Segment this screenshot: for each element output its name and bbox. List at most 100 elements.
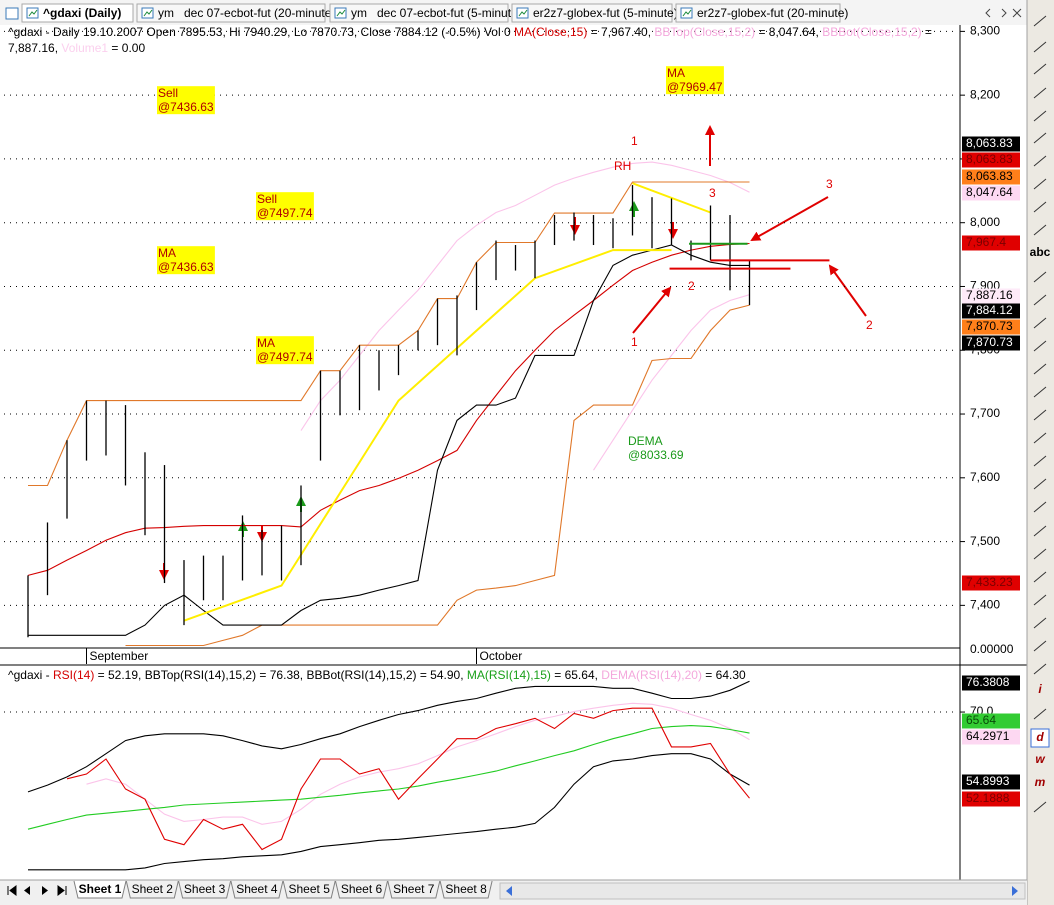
toolbar-icon[interactable] [1033, 548, 1047, 560]
sheet-tab-label[interactable]: Sheet 4 [236, 882, 278, 896]
tab-frame[interactable] [511, 3, 673, 23]
toolbar-icon[interactable] [1033, 294, 1047, 306]
tab-frame[interactable] [675, 3, 841, 23]
toolbar-icon[interactable] [1033, 15, 1047, 27]
window-icon[interactable] [5, 7, 19, 20]
toolbar-icon[interactable] [1033, 41, 1047, 53]
header-segment: = 8,047.64, [755, 25, 822, 39]
sheet-tab-label[interactable]: Sheet 3 [184, 882, 226, 896]
sheet-tab[interactable] [230, 880, 284, 899]
toolbar-icon[interactable] [1033, 386, 1047, 398]
sheet-tab[interactable] [282, 880, 336, 899]
annotation-line: MA [667, 66, 685, 80]
toolbar-icon[interactable] [1033, 87, 1047, 99]
sheet-tab[interactable] [387, 880, 441, 899]
y-tick-label: 8,200 [970, 87, 1000, 101]
tab-label[interactable]: er2z7-globex-fut (5-minute) [533, 6, 678, 20]
value-tag [962, 235, 1020, 251]
toolbar-icon[interactable] [1033, 155, 1047, 167]
nav-next[interactable] [42, 886, 48, 895]
toolbar-icon[interactable] [1033, 525, 1047, 537]
sheet-tab-label[interactable]: Sheet 1 [79, 882, 122, 896]
toolbar-icon[interactable] [1033, 110, 1047, 122]
sheet-tab[interactable] [335, 880, 388, 899]
sheet-tab-label[interactable]: Sheet 6 [341, 882, 383, 896]
tab-frame[interactable] [329, 3, 509, 23]
tab-frame[interactable] [21, 3, 134, 23]
toolbar-icon[interactable] [1033, 571, 1047, 583]
tab-label[interactable]: ym dec 07-ecbot-fut (5-minute) [351, 6, 522, 20]
toolbar-icon[interactable] [1033, 132, 1047, 144]
nav-first[interactable] [7, 885, 17, 896]
toolbar-icon[interactable] [1033, 501, 1047, 513]
tab[interactable]: ym dec 07-ecbot-fut (5-minute) [329, 3, 522, 23]
value-tag [962, 152, 1020, 168]
toolbar-icon[interactable] [1033, 224, 1047, 236]
annotation-text: 1 [631, 335, 638, 349]
tab-frame[interactable] [136, 3, 326, 23]
tab-icon-glyph [336, 9, 346, 17]
nav-last[interactable] [57, 885, 67, 896]
toolbar-icon[interactable] [1033, 708, 1047, 720]
toolbar-icon[interactable] [1033, 409, 1047, 421]
toolbar-icon[interactable] [1033, 363, 1047, 375]
nav-prev[interactable] [24, 886, 30, 895]
series-line [86, 702, 750, 825]
sheet-tab[interactable] [73, 880, 127, 899]
value-tag [962, 288, 1020, 304]
annotation-line: 3 [826, 177, 833, 191]
y-tick-label: 8,000 [970, 215, 1000, 229]
tab[interactable]: ^gdaxi (Daily) [21, 3, 134, 23]
toolbar-button[interactable]: i [1038, 682, 1042, 696]
axis-bottom-label: 0.00000 [970, 642, 1014, 656]
series-line [28, 181, 750, 487]
tab-label[interactable]: ^gdaxi (Daily) [43, 6, 121, 20]
toolbar-icon[interactable] [1033, 340, 1047, 352]
tab-label[interactable]: ym dec 07-ecbot-fut (20-minute) [158, 6, 335, 20]
toolbar-icon[interactable] [1033, 271, 1047, 283]
annotation-text: MA @7969.47 [667, 66, 723, 94]
series-line [28, 244, 750, 636]
toolbar-button[interactable]: d [1036, 730, 1044, 744]
tab-label[interactable]: er2z7-globex-fut (20-minute) [697, 6, 848, 20]
annotation: RH [614, 159, 631, 173]
sheet-tab[interactable] [125, 880, 179, 899]
toolbar-icon[interactable] [1033, 663, 1047, 675]
scrollbar[interactable] [499, 882, 1026, 900]
value-tag-label: 7,870.73 [966, 319, 1013, 333]
toolbar-icon[interactable] [1033, 317, 1047, 329]
toolbar-button-frame[interactable] [1030, 728, 1050, 748]
toolbar-icon[interactable] [1033, 432, 1047, 444]
toolbar-button[interactable]: abc [1030, 245, 1051, 259]
toolbar-icon[interactable] [1033, 455, 1047, 467]
header-segment: 7,887.16, [8, 41, 61, 55]
sheet-tab-label[interactable]: Sheet 5 [289, 882, 331, 896]
toolbar-icon[interactable] [1033, 801, 1047, 813]
toolbar-button[interactable]: w [1035, 752, 1045, 766]
toolbar-icon[interactable] [1033, 478, 1047, 490]
annotation-line: @7969.47 [667, 80, 723, 94]
series-line [66, 707, 750, 851]
tab[interactable]: er2z7-globex-fut (5-minute) [511, 3, 678, 23]
drawn-arrow [828, 264, 867, 317]
tab[interactable]: er2z7-globex-fut (20-minute) [675, 3, 848, 23]
window-controls[interactable] [985, 8, 1022, 18]
sheet-tab-label[interactable]: Sheet 8 [445, 882, 487, 896]
sheet-tab-label[interactable]: Sheet 2 [132, 882, 174, 896]
toolbar-icon[interactable] [1033, 594, 1047, 606]
tab[interactable]: ym dec 07-ecbot-fut (20-minute) [136, 3, 335, 23]
toolbar-icon[interactable] [1033, 178, 1047, 190]
toolbar-icon[interactable] [1033, 201, 1047, 213]
toolbar-icon[interactable] [1033, 640, 1047, 652]
x-tick-label: October [480, 649, 523, 663]
chart-header: ^gdaxi - RSI(14) = 52.19, BBTop(RSI(14),… [8, 668, 746, 682]
sheet-tab[interactable] [178, 880, 232, 899]
sheet-tab-label[interactable]: Sheet 7 [393, 882, 435, 896]
toolbar-button[interactable]: m [1035, 775, 1046, 789]
value-tag-label: 8,063.83 [966, 136, 1013, 150]
sheet-tab[interactable] [439, 880, 493, 899]
annotation-text: 2 [688, 279, 695, 293]
annotation: 3 [709, 186, 716, 200]
toolbar-icon[interactable] [1033, 617, 1047, 629]
toolbar-icon[interactable] [1033, 63, 1047, 75]
